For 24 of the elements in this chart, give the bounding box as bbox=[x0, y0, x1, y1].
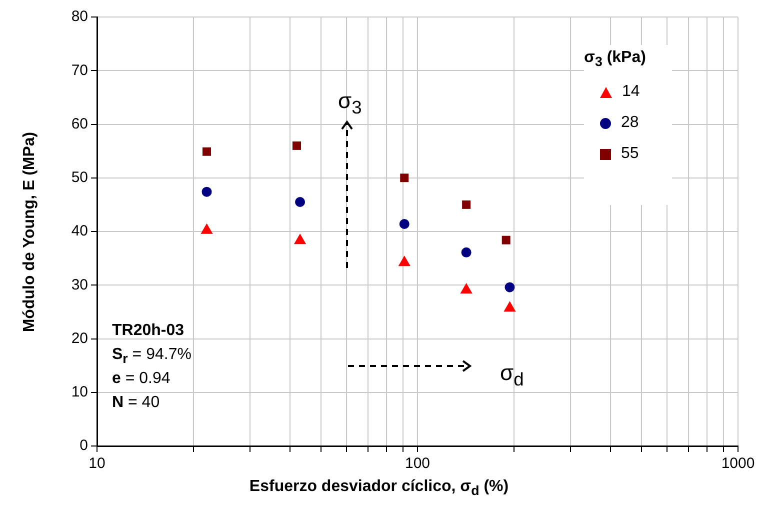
y-tick-label: 50 bbox=[71, 169, 88, 186]
annotation: TR20h-03 bbox=[112, 322, 184, 340]
y-tick-label: 10 bbox=[71, 384, 88, 401]
annotation: S$_{r}$ = 94.7% bbox=[112, 346, 192, 366]
annotation: σ$_{3}$ bbox=[338, 88, 362, 118]
annotation: N = 40 bbox=[112, 394, 160, 412]
legend-label: 28 bbox=[621, 114, 639, 132]
legend-label: 55 bbox=[621, 145, 639, 163]
x-axis-title: Esfuerzo desviador cíclico, σ$_{d}$ (%) bbox=[249, 478, 509, 498]
y-axis-title: Módulo de Young, E (MPa) bbox=[21, 132, 39, 332]
x-tick-label: 100 bbox=[404, 455, 430, 472]
y-tick-label: 20 bbox=[71, 330, 88, 347]
legend-label: 14 bbox=[622, 83, 640, 101]
annotation: e = 0.94 bbox=[112, 370, 170, 388]
y-tick-label: 80 bbox=[71, 8, 88, 26]
annotation: σ$_{d}$ bbox=[500, 360, 524, 390]
y-tick-label: 0 bbox=[80, 437, 88, 454]
x-tick-label: 1000 bbox=[721, 455, 755, 472]
legend-title: σ$_{3}$ (kPa) bbox=[584, 49, 646, 70]
y-tick-label: 30 bbox=[71, 276, 88, 294]
y-tick-label: 60 bbox=[71, 115, 88, 132]
y-tick-label: 70 bbox=[71, 62, 88, 79]
x-tick-label: 10 bbox=[88, 455, 106, 472]
y-tick-label: 40 bbox=[71, 222, 88, 240]
